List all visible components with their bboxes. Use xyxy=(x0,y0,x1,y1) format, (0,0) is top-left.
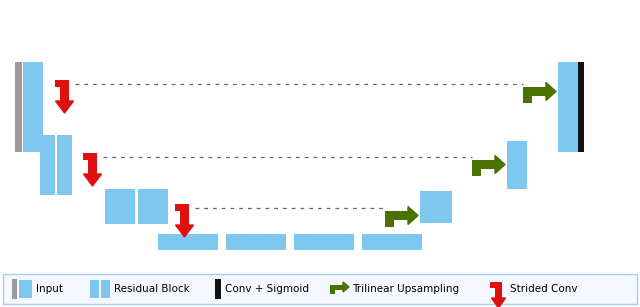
Bar xyxy=(420,191,452,223)
Bar xyxy=(490,282,502,288)
Bar xyxy=(12,279,17,299)
Bar xyxy=(23,62,43,152)
Bar xyxy=(57,135,72,195)
Polygon shape xyxy=(495,156,505,173)
Bar xyxy=(523,87,532,103)
Polygon shape xyxy=(546,83,556,100)
Polygon shape xyxy=(175,225,193,237)
Text: Trilinear Upsampling: Trilinear Upsampling xyxy=(352,284,459,294)
Bar xyxy=(55,80,69,87)
Bar xyxy=(578,62,584,152)
Polygon shape xyxy=(492,298,506,307)
Bar xyxy=(60,80,69,101)
Bar xyxy=(158,234,218,250)
Bar xyxy=(472,160,495,169)
Bar xyxy=(90,280,99,298)
Bar xyxy=(105,189,135,224)
Polygon shape xyxy=(83,174,102,186)
Bar xyxy=(215,279,221,299)
Bar xyxy=(330,285,335,293)
Bar xyxy=(180,204,189,225)
Text: Input: Input xyxy=(36,284,63,294)
Text: Conv + Sigmoid: Conv + Sigmoid xyxy=(225,284,309,294)
Bar xyxy=(88,153,97,174)
Bar xyxy=(83,153,97,160)
Polygon shape xyxy=(343,282,349,292)
Bar xyxy=(101,280,110,298)
Text: Residual Block: Residual Block xyxy=(114,284,189,294)
Bar xyxy=(138,189,168,224)
Text: Strided Conv: Strided Conv xyxy=(510,284,577,294)
Bar xyxy=(507,141,527,189)
Bar xyxy=(226,234,286,250)
Bar xyxy=(15,62,22,152)
Bar xyxy=(558,62,578,152)
Bar xyxy=(40,135,55,195)
Bar xyxy=(330,285,343,290)
Bar xyxy=(175,204,189,211)
Bar xyxy=(385,211,408,220)
Bar xyxy=(19,280,32,298)
Bar xyxy=(523,87,546,96)
Bar xyxy=(362,234,422,250)
Bar xyxy=(495,282,502,298)
Bar xyxy=(385,211,394,227)
Bar xyxy=(472,160,481,176)
Bar xyxy=(294,234,354,250)
Polygon shape xyxy=(56,101,74,113)
Bar xyxy=(3,274,637,304)
Polygon shape xyxy=(408,207,418,224)
